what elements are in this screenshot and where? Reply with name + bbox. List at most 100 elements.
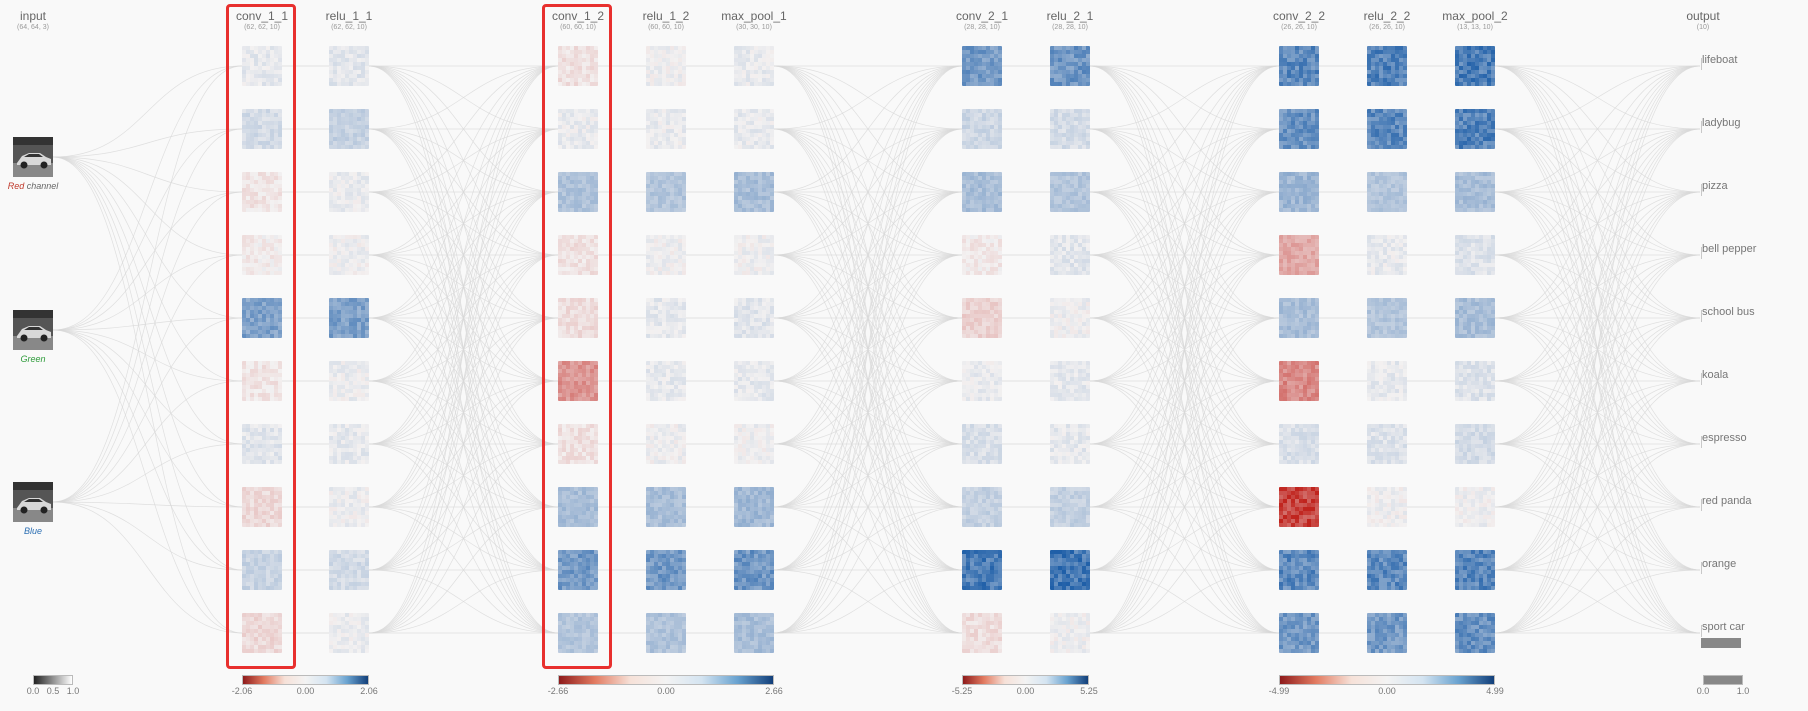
activation-map[interactable] xyxy=(558,613,598,653)
layer-title[interactable]: output xyxy=(1686,9,1720,23)
activation-map[interactable] xyxy=(646,298,686,338)
activation-map[interactable] xyxy=(962,550,1002,590)
activation-map[interactable] xyxy=(646,46,686,86)
layer-title[interactable]: relu_2_2 xyxy=(1363,9,1411,23)
output-class-label[interactable]: red panda xyxy=(1702,495,1752,507)
layer-title[interactable]: conv_1_1 xyxy=(235,9,289,23)
activation-map[interactable] xyxy=(646,172,686,212)
activation-map[interactable] xyxy=(558,298,598,338)
activation-map[interactable] xyxy=(962,424,1002,464)
activation-map[interactable] xyxy=(1279,613,1319,653)
activation-map[interactable] xyxy=(962,46,1002,86)
activation-map[interactable] xyxy=(1279,550,1319,590)
activation-map[interactable] xyxy=(242,298,282,338)
activation-map[interactable] xyxy=(734,613,774,653)
activation-map[interactable] xyxy=(1279,298,1319,338)
activation-map[interactable] xyxy=(1367,298,1407,338)
activation-map[interactable] xyxy=(329,424,369,464)
activation-map[interactable] xyxy=(1050,613,1090,653)
activation-map[interactable] xyxy=(1050,172,1090,212)
activation-map[interactable] xyxy=(734,424,774,464)
activation-map[interactable] xyxy=(1279,109,1319,149)
activation-map[interactable] xyxy=(1050,46,1090,86)
activation-map[interactable] xyxy=(1455,109,1495,149)
activation-map[interactable] xyxy=(646,550,686,590)
activation-map[interactable] xyxy=(329,550,369,590)
activation-map[interactable] xyxy=(962,172,1002,212)
activation-map[interactable] xyxy=(1367,487,1407,527)
activation-map[interactable] xyxy=(1455,487,1495,527)
input-channel-blue[interactable] xyxy=(13,482,53,522)
activation-map[interactable] xyxy=(1279,235,1319,275)
activation-map[interactable] xyxy=(242,424,282,464)
activation-map[interactable] xyxy=(962,487,1002,527)
activation-map[interactable] xyxy=(329,235,369,275)
activation-map[interactable] xyxy=(646,613,686,653)
activation-map[interactable] xyxy=(734,172,774,212)
activation-map[interactable] xyxy=(329,46,369,86)
activation-map[interactable] xyxy=(329,109,369,149)
activation-map[interactable] xyxy=(242,487,282,527)
activation-map[interactable] xyxy=(646,361,686,401)
output-class-label[interactable]: sport car xyxy=(1702,621,1745,633)
activation-map[interactable] xyxy=(1455,172,1495,212)
activation-map[interactable] xyxy=(1367,109,1407,149)
layer-title[interactable]: max_pool_2 xyxy=(1442,9,1508,23)
output-class-label[interactable]: school bus xyxy=(1702,306,1755,318)
output-class-label[interactable]: bell pepper xyxy=(1702,243,1757,255)
activation-map[interactable] xyxy=(1367,613,1407,653)
activation-map[interactable] xyxy=(734,361,774,401)
activation-map[interactable] xyxy=(1455,361,1495,401)
activation-map[interactable] xyxy=(1050,487,1090,527)
input-channel-red[interactable] xyxy=(13,137,53,177)
activation-map[interactable] xyxy=(329,613,369,653)
activation-map[interactable] xyxy=(329,172,369,212)
activation-map[interactable] xyxy=(558,487,598,527)
activation-map[interactable] xyxy=(646,424,686,464)
activation-map[interactable] xyxy=(558,361,598,401)
activation-map[interactable] xyxy=(558,46,598,86)
activation-map[interactable] xyxy=(1455,613,1495,653)
activation-map[interactable] xyxy=(734,235,774,275)
activation-map[interactable] xyxy=(242,361,282,401)
activation-map[interactable] xyxy=(242,235,282,275)
output-class-label[interactable]: espresso xyxy=(1702,432,1747,444)
activation-map[interactable] xyxy=(1050,298,1090,338)
activation-map[interactable] xyxy=(558,550,598,590)
activation-map[interactable] xyxy=(558,109,598,149)
activation-map[interactable] xyxy=(734,298,774,338)
activation-map[interactable] xyxy=(1279,361,1319,401)
activation-map[interactable] xyxy=(646,487,686,527)
activation-map[interactable] xyxy=(962,235,1002,275)
activation-map[interactable] xyxy=(1050,361,1090,401)
activation-map[interactable] xyxy=(962,613,1002,653)
activation-map[interactable] xyxy=(242,109,282,149)
activation-map[interactable] xyxy=(1050,424,1090,464)
activation-map[interactable] xyxy=(558,424,598,464)
activation-map[interactable] xyxy=(242,172,282,212)
activation-map[interactable] xyxy=(1050,550,1090,590)
activation-map[interactable] xyxy=(1367,550,1407,590)
layer-title[interactable]: relu_1_2 xyxy=(642,9,690,23)
activation-map[interactable] xyxy=(1279,172,1319,212)
activation-map[interactable] xyxy=(1279,487,1319,527)
activation-map[interactable] xyxy=(646,235,686,275)
activation-map[interactable] xyxy=(242,550,282,590)
layer-title[interactable]: conv_1_2 xyxy=(551,9,605,23)
output-class-label[interactable]: lifeboat xyxy=(1702,54,1738,66)
layer-title[interactable]: max_pool_1 xyxy=(721,9,787,23)
activation-map[interactable] xyxy=(558,235,598,275)
activation-map[interactable] xyxy=(734,487,774,527)
activation-map[interactable] xyxy=(962,298,1002,338)
activation-map[interactable] xyxy=(1279,424,1319,464)
layer-title[interactable]: relu_1_1 xyxy=(325,9,373,23)
layer-title[interactable]: input xyxy=(19,9,47,23)
activation-map[interactable] xyxy=(1455,235,1495,275)
activation-map[interactable] xyxy=(1455,550,1495,590)
activation-map[interactable] xyxy=(1455,298,1495,338)
output-class-label[interactable]: pizza xyxy=(1702,180,1728,192)
activation-map[interactable] xyxy=(242,46,282,86)
activation-map[interactable] xyxy=(1455,424,1495,464)
activation-map[interactable] xyxy=(1367,46,1407,86)
activation-map[interactable] xyxy=(646,109,686,149)
